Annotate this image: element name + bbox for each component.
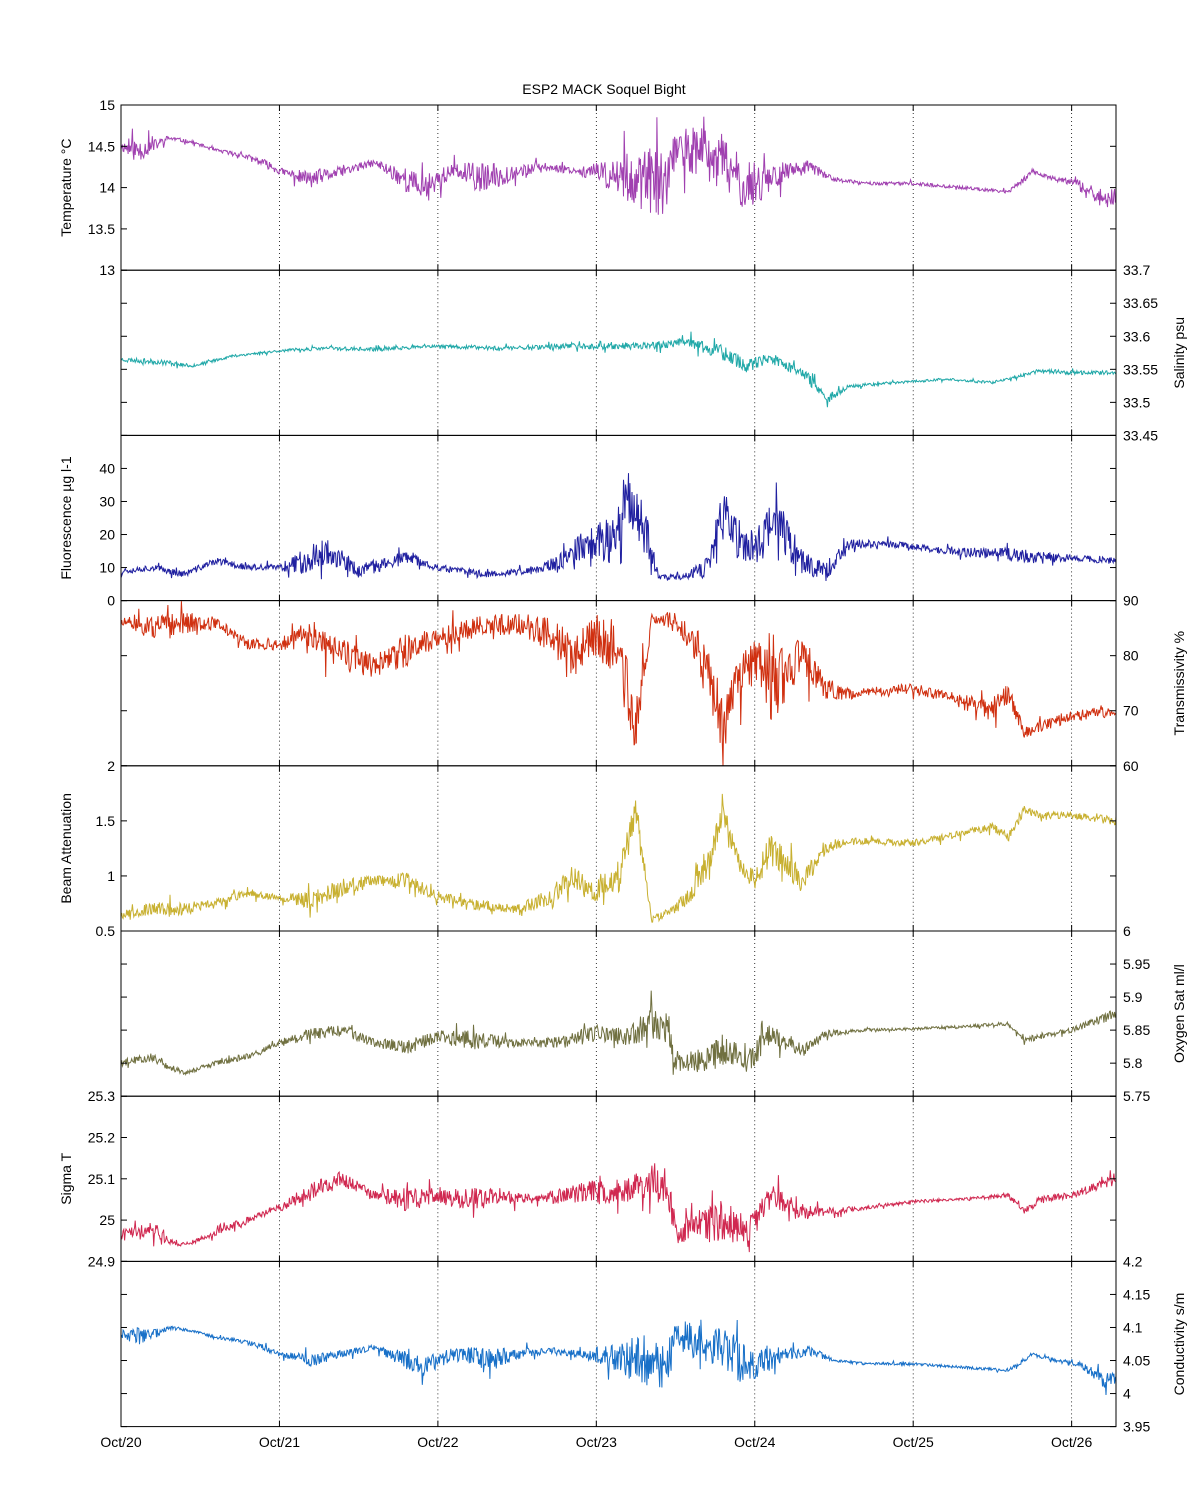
y-tick-label: 60 <box>1123 758 1139 774</box>
y-tick-label: 1.5 <box>96 813 116 829</box>
y-tick-label: 30 <box>99 493 115 509</box>
series-line <box>120 793 1117 923</box>
y-tick-label: 5.9 <box>1123 989 1143 1005</box>
y-tick-label: 4.05 <box>1123 1353 1150 1369</box>
y-tick-label: 5.8 <box>1123 1055 1143 1071</box>
y-tick-label: 5.85 <box>1123 1022 1150 1038</box>
y-tick-label: 25 <box>99 1212 115 1228</box>
y-axis-label: Temperature °C <box>58 138 74 236</box>
y-tick-label: 70 <box>1123 703 1139 719</box>
y-tick-label: 15 <box>99 97 115 113</box>
x-tick-label: Oct/22 <box>417 1434 458 1450</box>
series-line <box>120 990 1117 1077</box>
y-tick-label: 2 <box>107 758 115 774</box>
y-tick-label: 40 <box>99 460 115 476</box>
y-axis-label: Transmissivity % <box>1171 631 1187 736</box>
y-tick-label: 4.2 <box>1123 1253 1143 1269</box>
y-axis-label: Sigma T <box>58 1152 74 1204</box>
y-tick-label: 14 <box>99 180 115 196</box>
panel-2: 33.45 33.5 33.55 33.6 33.65 33.7 Salinity psu <box>120 262 1187 443</box>
y-tick-label: 13 <box>99 262 115 278</box>
y-tick-label: 20 <box>99 527 115 543</box>
y-tick-label: 4 <box>1123 1386 1131 1402</box>
y-tick-label: 25.1 <box>88 1171 115 1187</box>
y-axis-label: Beam Attenuation <box>58 793 74 904</box>
x-tick-label: Oct/25 <box>893 1434 934 1450</box>
y-tick-label: 4.1 <box>1123 1319 1143 1335</box>
x-tick-label: Oct/20 <box>100 1434 141 1450</box>
y-tick-label: 13.5 <box>88 221 115 237</box>
y-tick-label: 33.5 <box>1123 394 1150 410</box>
y-tick-label: 4.15 <box>1123 1286 1150 1302</box>
y-axis-label: Oxygen Sat ml/l <box>1171 964 1187 1063</box>
series-line <box>120 1163 1117 1253</box>
y-tick-label: 33.7 <box>1123 262 1150 278</box>
x-tick-label: Oct/24 <box>734 1434 775 1450</box>
y-axis-label: Fluorescence µg l-1 <box>58 456 74 579</box>
y-tick-label: 90 <box>1123 593 1139 609</box>
panel-4: 60 70 80 90 Transmissivity % <box>120 593 1187 774</box>
y-tick-label: 80 <box>1123 648 1139 664</box>
y-tick-label: 33.55 <box>1123 361 1158 377</box>
x-tick-label: Oct/26 <box>1051 1434 1092 1450</box>
y-tick-label: 25.3 <box>88 1088 115 1104</box>
panel-3: 0 10 20 30 40 Fluorescence µg l-1 <box>58 434 1117 609</box>
y-tick-label: 0 <box>107 593 115 609</box>
series-line <box>120 1319 1117 1396</box>
panel-8: 3.95 4 4.05 4.1 4.15 4.2 Conductivity s/m <box>120 1253 1187 1435</box>
y-axis-label: Conductivity s/m <box>1171 1293 1187 1396</box>
y-tick-label: 10 <box>99 560 115 576</box>
series-line <box>120 601 1117 766</box>
panel-frame <box>120 1260 1117 1428</box>
y-tick-label: 0.5 <box>96 923 116 939</box>
chart-title: ESP2 MACK Soquel Bight <box>522 81 686 97</box>
x-axis: Oct/20 Oct/21 Oct/22 Oct/23 Oct/24 Oct/25 Oct/… <box>100 1434 1092 1450</box>
y-tick-label: 33.6 <box>1123 328 1150 344</box>
y-tick-label: 14.5 <box>88 138 115 154</box>
y-tick-label: 24.9 <box>88 1253 115 1269</box>
y-tick-label: 1 <box>107 868 115 884</box>
x-tick-label: Oct/21 <box>259 1434 300 1450</box>
y-tick-label: 33.65 <box>1123 295 1158 311</box>
y-tick-label: 25.2 <box>88 1130 115 1146</box>
series-line <box>120 473 1117 582</box>
y-tick-label: 6 <box>1123 923 1131 939</box>
y-tick-label: 5.75 <box>1123 1088 1150 1104</box>
series-line <box>120 331 1117 408</box>
series-line <box>120 116 1117 215</box>
y-axis-label: Salinity psu <box>1171 317 1187 389</box>
y-tick-label: 5.95 <box>1123 956 1150 972</box>
y-tick-label: 33.45 <box>1123 427 1158 443</box>
y-tick-label: 3.95 <box>1123 1419 1150 1435</box>
x-tick-label: Oct/23 <box>576 1434 617 1450</box>
